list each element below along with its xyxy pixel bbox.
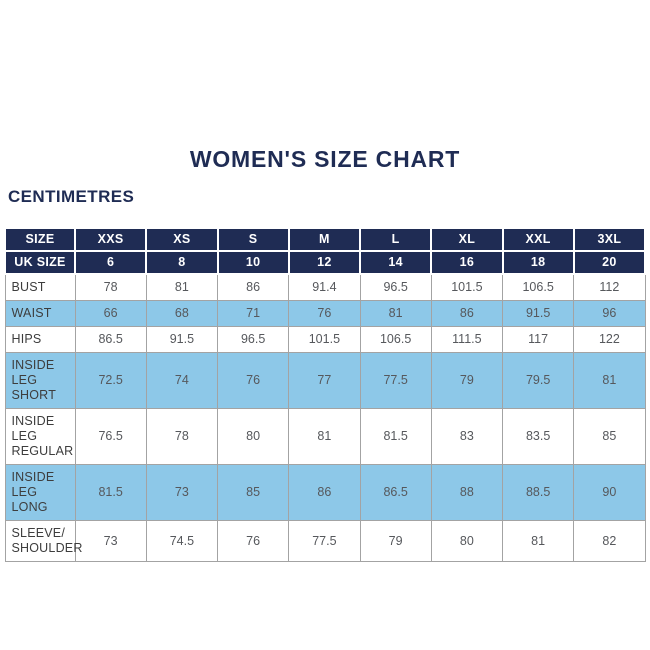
value-cell: 74 [145,352,219,409]
value-cell: 86.5 [74,326,147,353]
row-label: INSIDE LEG SHORT [4,352,76,409]
value-cell: 74.5 [145,520,219,562]
header-cell: 12 [287,250,362,275]
value-cell: 77.5 [288,520,361,562]
value-cell: 111.5 [430,326,504,353]
header-cell: 14 [358,250,433,275]
table-row: WAIST 66 68 71 76 81 86 91.5 96 [4,300,646,327]
value-cell: 83 [430,408,504,465]
table-row: INSIDE LEG SHORT 72.5 74 76 77 77.5 79 79.5 81 [4,352,646,409]
value-cell: 80 [216,408,290,465]
value-cell: 86 [430,300,504,327]
row-label: SLEEVE/ SHOULDER [4,520,82,562]
value-cell: 106.5 [501,273,575,301]
header-cell: L [358,227,433,252]
value-cell: 73 [74,520,147,562]
header-cell: M [287,227,362,252]
value-cell: 86.5 [359,464,432,521]
value-cell: 81 [288,408,361,465]
value-cell: 88 [430,464,504,521]
value-cell: 80 [430,520,504,562]
value-cell: 77.5 [359,352,432,409]
value-cell: 112 [573,273,646,301]
header-row-label: UK SIZE [4,250,76,275]
value-cell: 72.5 [74,352,147,409]
value-cell: 91.5 [145,326,219,353]
value-cell: 68 [145,300,219,327]
unit-label: CENTIMETRES [8,187,135,206]
row-label: BUST [4,273,76,301]
header-cell: 8 [145,250,219,275]
value-cell: 96.5 [216,326,290,353]
value-cell: 66 [74,300,147,327]
value-cell: 81 [145,273,219,301]
value-cell: 81 [359,300,432,327]
header-cell: XL [430,227,504,252]
table-row: INSIDE LEG LONG 81.5 73 85 86 86.5 88 88.5 90 [4,464,646,521]
header-row: SIZE XXS XS S M L XL XXL 3XL [4,227,647,252]
header-row-label: SIZE [4,227,76,252]
header-cell: 10 [216,250,290,275]
value-cell: 83.5 [501,408,575,465]
value-cell: 79.5 [501,352,575,409]
value-cell: 96.5 [359,273,432,301]
table-row: HIPS 86.5 91.5 96.5 101.5 106.5 111.5 117 122 [4,326,646,353]
value-cell: 106.5 [359,326,432,353]
value-cell: 85 [573,408,646,465]
value-cell: 85 [216,464,290,521]
header-cell: S [216,227,290,252]
header-cell: 6 [73,250,148,275]
value-cell: 82 [573,520,646,562]
table-row: INSIDE LEG REGULAR 76.5 78 80 81 81.5 83 83.5 85 [4,408,646,465]
header-cell: 3XL [572,227,647,252]
value-cell: 73 [145,464,219,521]
row-label: WAIST [4,300,76,327]
value-cell: 122 [573,326,646,353]
header-cell: XXL [501,227,575,252]
size-chart-table: SIZE XXS XS S M L XL XXL 3XL UK SIZE 6 8 10 12 14 16 18 2… [4,227,647,562]
header-cell: 18 [501,250,575,275]
value-cell: 90 [573,464,646,521]
row-label: INSIDE LEG REGULAR [4,408,76,465]
value-cell: 76 [288,300,361,327]
value-cell: 101.5 [430,273,504,301]
header-row: UK SIZE 6 8 10 12 14 16 18 20 [4,250,647,275]
header-cell: 16 [430,250,504,275]
value-cell: 81.5 [359,408,432,465]
header-cell: XXS [73,227,148,252]
value-cell: 117 [501,326,575,353]
value-cell: 78 [74,273,147,301]
value-cell: 81 [501,520,575,562]
value-cell: 79 [359,520,432,562]
table-row: BUST 78 81 86 91.4 96.5 101.5 106.5 112 [4,273,646,301]
value-cell: 76 [216,520,290,562]
value-cell: 81 [573,352,646,409]
value-cell: 71 [216,300,290,327]
value-cell: 101.5 [288,326,361,353]
value-cell: 76.5 [74,408,147,465]
table-row: SLEEVE/ SHOULDER 73 74.5 76 77.5 79 80 81 82 [4,520,646,562]
value-cell: 88.5 [501,464,575,521]
value-cell: 77 [288,352,361,409]
value-cell: 91.5 [501,300,575,327]
size-chart-head: SIZE XXS XS S M L XL XXL 3XL UK SIZE 6 8 10 12 14 16 18 2… [4,227,647,275]
page-title: WOMEN'S SIZE CHART [189,146,461,172]
value-cell: 96 [573,300,646,327]
value-cell: 91.4 [288,273,361,301]
size-chart-body: BUST 78 81 86 91.4 96.5 101.5 106.5 112 WAIST 66 68… [4,273,646,562]
header-cell: XS [145,227,219,252]
value-cell: 86 [216,273,290,301]
value-cell: 79 [430,352,504,409]
value-cell: 78 [145,408,219,465]
row-label: HIPS [4,326,76,353]
value-cell: 76 [216,352,290,409]
header-cell: 20 [572,250,647,275]
value-cell: 86 [288,464,361,521]
value-cell: 81.5 [74,464,147,521]
row-label: INSIDE LEG LONG [4,464,76,521]
